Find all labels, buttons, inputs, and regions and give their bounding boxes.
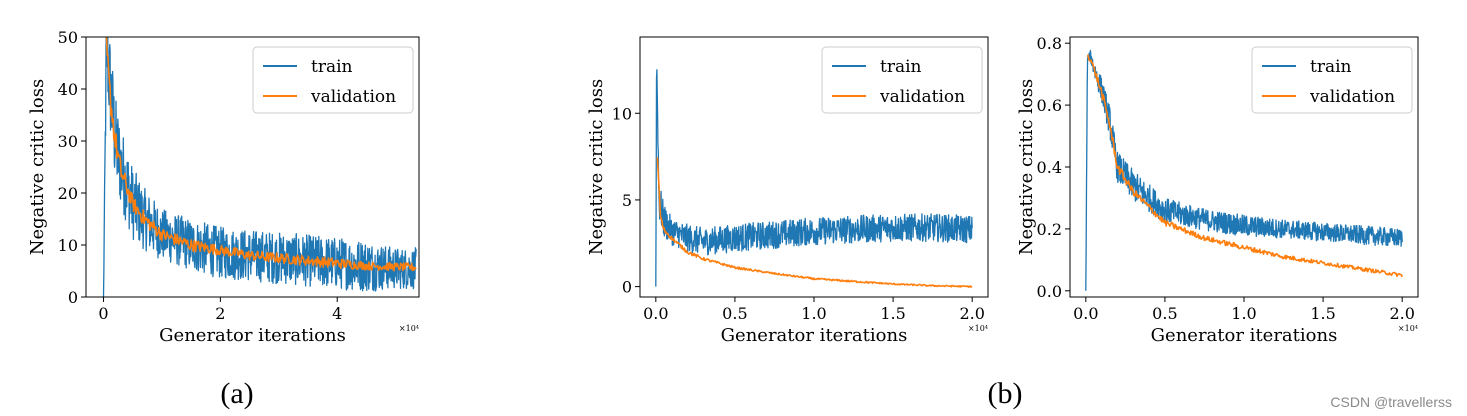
y-tick-label: 30 — [58, 132, 78, 151]
chart-b-right: 0.0 0.5 1.0 1.5 2.0 0.0 0.2 0.4 0.6 0.8 Generator … — [1016, 34, 1419, 346]
axes-frame — [85, 36, 420, 298]
legend: train validation — [252, 46, 414, 114]
chart-b-left: 0.0 0.5 1.0 1.5 2.0 0 5 10 Generator iterations N… — [586, 36, 989, 346]
x-tick-label: 1.5 — [1310, 304, 1335, 323]
x-tick-label: 2 — [215, 304, 225, 323]
y-tick-label: 0.0 — [1037, 282, 1062, 301]
x-tick-label: 1.0 — [801, 304, 826, 323]
legend-label-train: train — [1310, 57, 1352, 77]
y-tick-label: 0.6 — [1037, 96, 1062, 115]
series-line-validation — [1086, 54, 1403, 278]
legend-label-train: train — [311, 57, 353, 77]
x-axis-label: Generator iterations — [159, 325, 346, 346]
x-axis-label: Generator iterations — [1151, 325, 1338, 346]
x-tick-label: 0.0 — [643, 304, 668, 323]
y-tick-label: 0 — [622, 278, 632, 297]
legend-label-validation: validation — [879, 87, 965, 107]
panel-label-b: (b) — [988, 377, 1023, 410]
series-line-train — [102, 37, 417, 297]
x-axis-label: Generator iterations — [721, 325, 908, 346]
series-line-train — [655, 69, 973, 287]
x-tick-label: 2.0 — [959, 304, 984, 323]
y-tick-label: 20 — [58, 184, 78, 203]
x-multiplier: ×10⁴ — [968, 324, 988, 333]
x-tick-label: 0 — [98, 304, 108, 323]
panel-label-a: (a) — [220, 377, 253, 410]
x-tick-label: 0.0 — [1073, 304, 1098, 323]
legend: train validation — [821, 46, 983, 114]
legend-label-validation: validation — [310, 87, 396, 107]
x-tick-label: 0.5 — [1152, 304, 1177, 323]
x-multiplier: ×10⁴ — [1398, 324, 1418, 333]
y-tick-label: 0.2 — [1037, 220, 1062, 239]
y-axis-label: Negative critic loss — [27, 79, 48, 256]
series-line-train — [1085, 49, 1403, 291]
y-tick-label: 0 — [68, 288, 78, 307]
legend: train validation — [1251, 46, 1413, 114]
x-tick-label: 1.0 — [1231, 304, 1256, 323]
series-line-validation — [656, 157, 973, 288]
legend-label-validation: validation — [1309, 87, 1395, 107]
x-multiplier: ×10⁴ — [399, 324, 419, 333]
legend-label-train: train — [880, 57, 922, 77]
x-tick-label: 2.0 — [1389, 304, 1414, 323]
series-line-validation — [105, 37, 417, 272]
y-tick-label: 10 — [58, 236, 78, 255]
y-tick-label: 0.4 — [1037, 158, 1062, 177]
x-tick-label: 0.5 — [722, 304, 747, 323]
y-axis-label: Negative critic loss — [1016, 79, 1037, 256]
y-tick-label: 40 — [58, 80, 78, 99]
y-tick-label: 50 — [58, 28, 78, 47]
y-tick-label: 5 — [622, 191, 632, 210]
y-tick-label: 10 — [612, 104, 632, 123]
y-tick-label: 0.8 — [1037, 34, 1062, 53]
x-tick-label: 1.5 — [880, 304, 905, 323]
y-axis-label: Negative critic loss — [586, 79, 607, 256]
x-tick-label: 4 — [332, 304, 342, 323]
watermark: CSDN @travellerss — [1330, 394, 1452, 410]
